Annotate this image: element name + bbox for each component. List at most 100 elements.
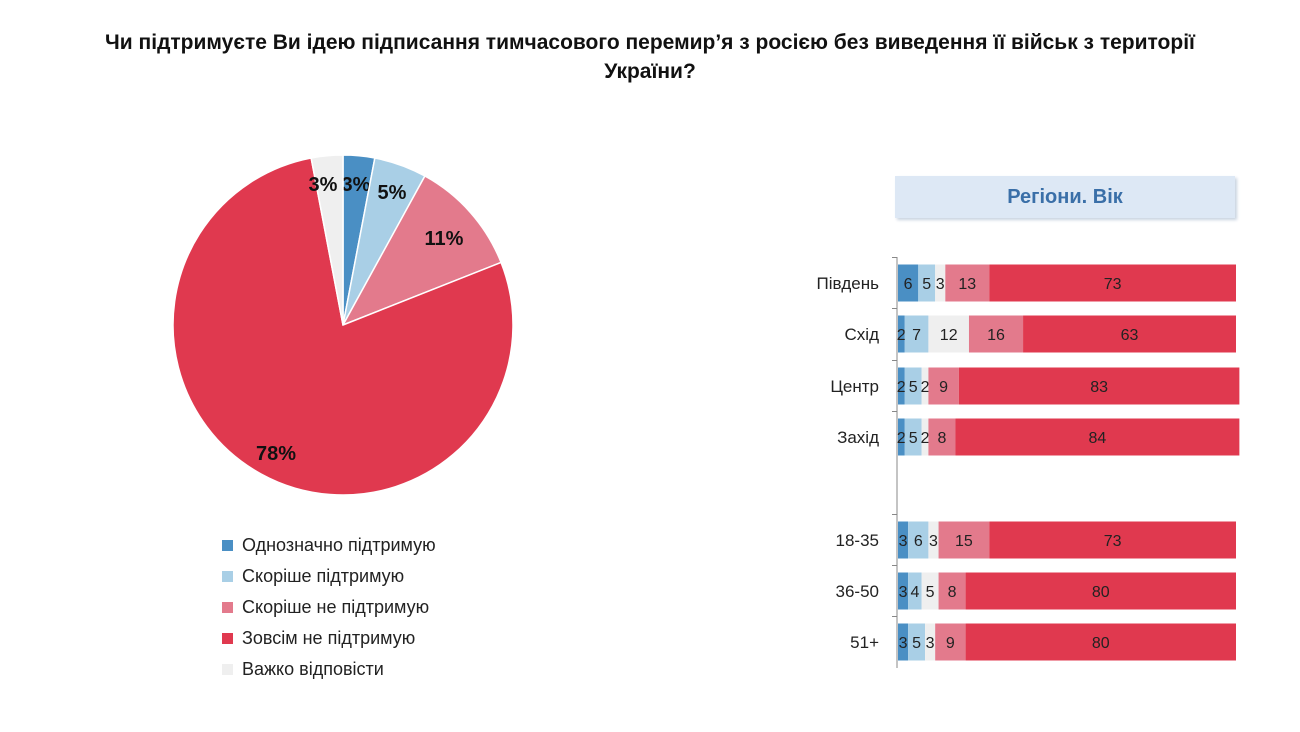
- bar-segment: [898, 315, 905, 353]
- bar-value-label: 3: [899, 533, 908, 550]
- bar-segment: [904, 367, 922, 405]
- bar-value-label: 13: [958, 276, 976, 293]
- bar-value-label: 84: [1089, 430, 1107, 447]
- bar-segment: [945, 264, 990, 302]
- legend-label: Однозначно підтримую: [242, 535, 436, 555]
- bar-value-label: 12: [940, 327, 958, 344]
- bar-value-label: 3: [899, 584, 908, 601]
- bar-segment: [958, 367, 1240, 405]
- legend-item: Зовсім не підтримую: [222, 623, 436, 654]
- bar-segment: [925, 623, 936, 661]
- bar-value-label: 63: [1121, 327, 1139, 344]
- bar-segment: [989, 264, 1236, 302]
- bar-segment: [965, 572, 1236, 610]
- bar-segment: [921, 367, 929, 405]
- bar-value-label: 6: [904, 276, 913, 293]
- legend-swatch: [222, 540, 233, 551]
- legend-item: Однозначно підтримую: [222, 530, 436, 561]
- pie-slice-label: 5%: [378, 182, 407, 204]
- bar-value-label: 9: [939, 379, 948, 396]
- legend-label: Скоріше підтримую: [242, 566, 405, 586]
- legend-item: Скоріше підтримую: [222, 561, 436, 592]
- pie-slice: [341, 175, 503, 327]
- bar-value-label: 7: [912, 327, 921, 344]
- category-label: Південь: [817, 274, 880, 293]
- bar-value-label: 5: [909, 379, 918, 396]
- bar-segment: [898, 367, 905, 405]
- bar-value-label: 2: [897, 430, 906, 447]
- bar-value-label: 73: [1104, 276, 1122, 293]
- bar-value-label: 83: [1090, 379, 1108, 396]
- chart-title: Чи підтримуєте Ви ідею підписання тимчас…: [105, 31, 1195, 83]
- bar-segment: [1023, 315, 1236, 353]
- bar-segment: [908, 572, 922, 610]
- pie-slice: [310, 154, 344, 326]
- bar-segment: [921, 572, 939, 610]
- category-label: 36-50: [836, 582, 879, 601]
- bar-segment: [898, 572, 909, 610]
- bar-value-label: 3: [929, 533, 938, 550]
- bar-segment: [928, 521, 939, 559]
- bar-segment: [904, 418, 922, 456]
- bar-value-label: 5: [926, 584, 935, 601]
- pie-slice-label: 11%: [425, 228, 464, 250]
- bar-value-label: 15: [955, 533, 973, 550]
- bar-segment: [918, 264, 936, 302]
- bar-segment: [904, 315, 929, 353]
- legend-label: Зовсім не підтримую: [242, 628, 416, 648]
- category-label: Схід: [845, 325, 880, 344]
- bar-value-label: 2: [921, 430, 930, 447]
- bar-value-label: 16: [987, 327, 1005, 344]
- bar-value-label: 5: [912, 635, 921, 652]
- bar-segment: [921, 418, 929, 456]
- bar-value-label: 3: [899, 635, 908, 652]
- bar-segment: [938, 521, 990, 559]
- bar-segment: [989, 521, 1236, 559]
- legend-swatch: [222, 571, 233, 582]
- bar-value-label: 2: [897, 327, 906, 344]
- bar-value-label: 8: [948, 584, 957, 601]
- bar-value-label: 8: [937, 430, 946, 447]
- bar-value-label: 73: [1104, 533, 1122, 550]
- bar-segment: [928, 418, 956, 456]
- bar-segment: [898, 623, 909, 661]
- category-label: Центр: [830, 377, 879, 396]
- bar-value-label: 80: [1092, 635, 1110, 652]
- bar-segment: [955, 418, 1240, 456]
- bar-segment: [898, 264, 919, 302]
- bar-value-label: 2: [897, 379, 906, 396]
- bar-value-label: 5: [922, 276, 931, 293]
- legend-swatch: [222, 633, 233, 644]
- pie-slice-label: 3%: [309, 174, 338, 196]
- bar-value-label: 2: [921, 379, 930, 396]
- category-label: 18-35: [836, 531, 879, 550]
- bar-segment: [968, 315, 1024, 353]
- legend-label: Скоріше не підтримую: [242, 597, 430, 617]
- bar-segment: [908, 623, 926, 661]
- category-label: Захід: [837, 428, 879, 447]
- bar-segment: [898, 418, 905, 456]
- bar-value-label: 3: [926, 635, 935, 652]
- bar-value-label: 80: [1092, 584, 1110, 601]
- bar-segment: [928, 315, 969, 353]
- pie-slice-label: 3%: [342, 174, 371, 196]
- pie-legend: Однозначно підтримую Скоріше підтримую Ско…: [222, 530, 436, 685]
- bar-chart-title: Регіони. Вік: [895, 176, 1235, 218]
- legend-item: Важко відповісти: [222, 654, 436, 685]
- bar-value-label: 4: [910, 584, 919, 601]
- bar-value-label: 9: [946, 635, 955, 652]
- pie-slice: [172, 157, 514, 496]
- bar-segment: [965, 623, 1236, 661]
- bar-segment: [935, 623, 966, 661]
- bar-segment: [938, 572, 966, 610]
- bar-segment: [898, 521, 909, 559]
- legend-label: Важко відповісти: [242, 659, 384, 679]
- bar-segment: [935, 264, 946, 302]
- legend-swatch: [222, 664, 233, 675]
- category-label: 51+: [850, 633, 879, 652]
- bar-segment: [928, 367, 959, 405]
- bar-value-label: 3: [936, 276, 945, 293]
- legend-item: Скоріше не підтримую: [222, 592, 436, 623]
- legend-swatch: [222, 602, 233, 613]
